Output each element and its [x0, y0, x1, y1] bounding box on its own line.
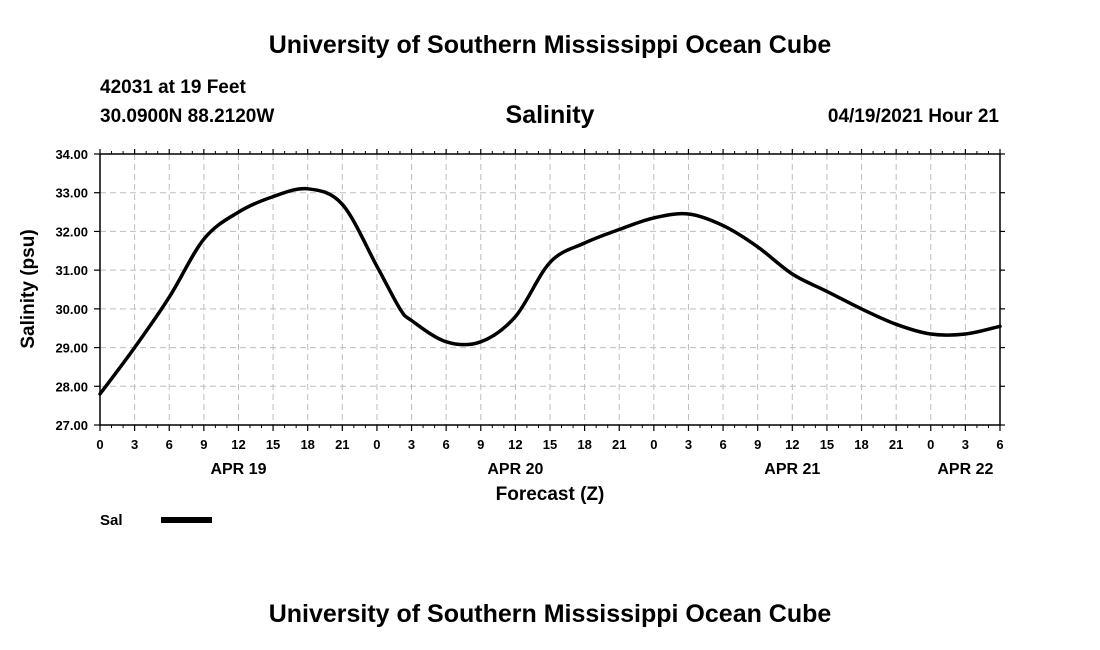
- axes: 27.00 28.00 29.00 30.00 31.00 32.00 33.00 34.00…: [55, 147, 1005, 478]
- x-tick-label: 12: [508, 437, 522, 452]
- grid: [100, 154, 1000, 425]
- x-tick-label: 9: [477, 437, 484, 452]
- x-axis-label: Forecast (Z): [496, 484, 605, 505]
- x-tick-label: 0: [650, 437, 657, 452]
- y-tick-label: 27.00: [55, 418, 88, 433]
- station-position: 30.0900N 88.2120W: [100, 106, 275, 127]
- y-tick-label: 31.00: [55, 263, 88, 278]
- x-tick-label: 3: [131, 437, 138, 452]
- x-tick-label: 6: [166, 437, 173, 452]
- x-tick-label: 21: [612, 437, 626, 452]
- x-tick-label: 6: [996, 437, 1003, 452]
- y-tick-label: 34.00: [55, 147, 88, 162]
- x-tick-label: 18: [577, 437, 591, 452]
- y-tick-label: 32.00: [55, 224, 88, 239]
- x-tick-label: 6: [443, 437, 450, 452]
- x-tick-label: 12: [785, 437, 799, 452]
- x-tick-label: 18: [300, 437, 314, 452]
- x-tick-label: 9: [200, 437, 207, 452]
- x-tick-label: 9: [754, 437, 761, 452]
- x-tick-label: 21: [889, 437, 903, 452]
- station-id: 42031 at 19 Feet: [100, 77, 246, 98]
- x-day-label: APR 20: [487, 461, 543, 478]
- legend: Sal: [100, 512, 212, 529]
- legend-label: Sal: [100, 512, 123, 529]
- x-tick-label: 18: [854, 437, 868, 452]
- x-tick-label: 12: [231, 437, 245, 452]
- x-tick-label: 3: [685, 437, 692, 452]
- salinity-series-line: [98, 186, 1002, 396]
- x-day-label: APR 19: [210, 461, 266, 478]
- x-tick-label: 3: [408, 437, 415, 452]
- y-tick-label: 33.00: [55, 186, 88, 201]
- x-tick-label: 15: [266, 437, 280, 452]
- y-axis-label: Salinity (psu): [18, 229, 39, 348]
- x-tick-label: 15: [543, 437, 557, 452]
- page-footer-title: University of Southern Mississippi Ocean…: [268, 600, 832, 628]
- x-tick-label: 0: [373, 437, 380, 452]
- x-tick-label: 6: [719, 437, 726, 452]
- forecast-date: 04/19/2021 Hour 21: [827, 106, 999, 127]
- y-tick-label: 29.00: [55, 341, 88, 356]
- x-tick-label: 3: [962, 437, 969, 452]
- x-tick-label: 21: [335, 437, 349, 452]
- x-tick-label: 0: [927, 437, 934, 452]
- y-tick-label: 28.00: [55, 379, 88, 394]
- y-tick-label: 30.00: [55, 302, 88, 317]
- x-day-label: APR 22: [937, 461, 993, 478]
- x-day-label: APR 21: [764, 461, 820, 478]
- x-tick-label: 0: [96, 437, 103, 452]
- chart-title: Salinity: [505, 101, 595, 129]
- page-title: University of Southern Mississippi Ocean…: [268, 31, 832, 59]
- x-tick-label: 15: [820, 437, 834, 452]
